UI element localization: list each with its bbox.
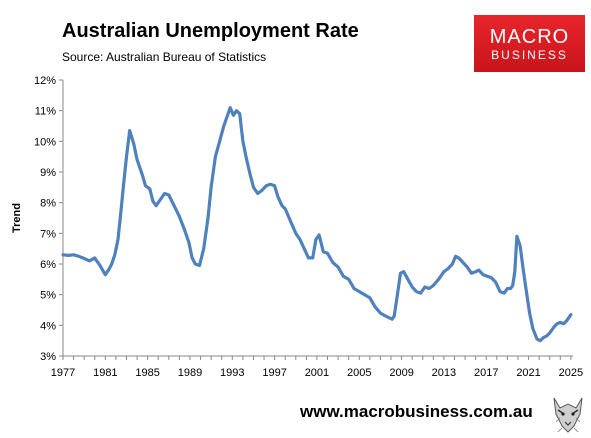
x-tick-label: 1981 <box>93 367 117 379</box>
x-tick-label: 2013 <box>432 367 456 379</box>
y-axis-label: Trend <box>11 203 23 233</box>
chart-source: Source: Australian Bureau of Statistics <box>62 50 267 64</box>
logo-line2: BUSINESS <box>491 48 568 62</box>
x-tick-label: 2021 <box>516 367 540 379</box>
x-tick-label: 1997 <box>262 367 286 379</box>
y-tick-label: 6% <box>40 259 56 271</box>
macrobusiness-logo: MACRO BUSINESS <box>474 15 585 72</box>
wolf-mascot-icon <box>548 392 588 436</box>
logo-line1: MACRO <box>489 26 570 48</box>
unemployment-rate-line <box>61 106 573 343</box>
y-tick-label: 8% <box>40 198 56 210</box>
y-tick-label: 10% <box>34 136 56 148</box>
y-tick-label: 4% <box>40 320 56 332</box>
y-tick-label: 5% <box>40 290 56 302</box>
x-tick-label: 2001 <box>305 367 329 379</box>
y-tick-label: 11% <box>35 106 56 118</box>
website-url: www.macrobusiness.com.au <box>300 402 533 421</box>
x-tick-label: 2005 <box>347 367 371 379</box>
x-tick-label: 1977 <box>51 367 75 379</box>
x-tick-label: 2025 <box>559 367 583 379</box>
y-tick-label: 9% <box>40 167 56 179</box>
x-tick-label: 2009 <box>389 367 413 379</box>
x-tick-label: 2017 <box>474 367 498 379</box>
y-tick-label: 3% <box>40 351 56 363</box>
x-tick-label: 1985 <box>135 367 159 379</box>
x-tick-label: 1989 <box>178 367 202 379</box>
x-tick-label: 1993 <box>220 367 244 379</box>
y-tick-label: 7% <box>40 228 56 240</box>
y-tick-label: 12% <box>34 75 56 87</box>
chart-title: Australian Unemployment Rate <box>62 20 359 42</box>
